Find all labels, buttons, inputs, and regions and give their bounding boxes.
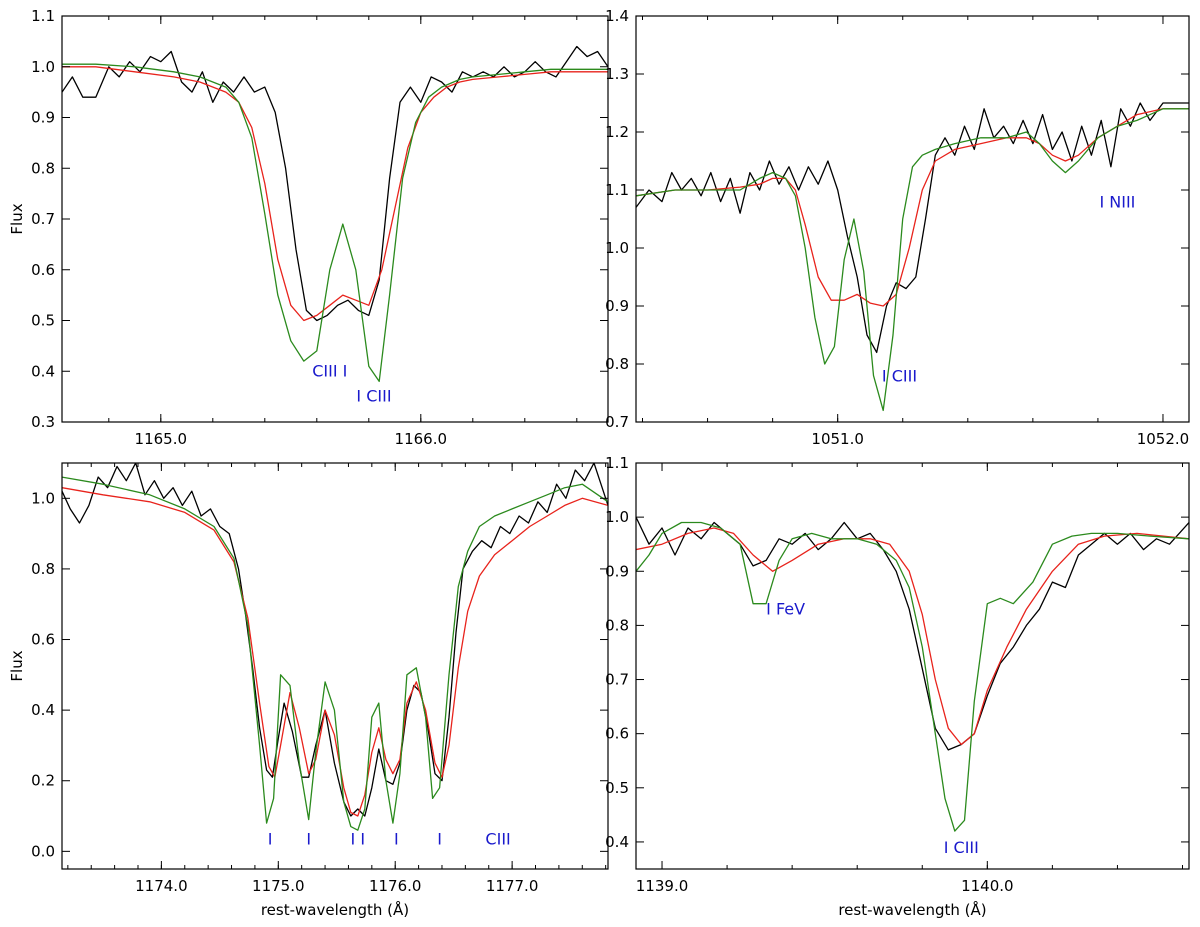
panel-top-left: 1165.0 1166.0 0.3 0.4 0.5 0.6 0.7 0.8 0.9 1.0 1.1 F… — [8, 7, 609, 448]
x-tick-label: 1166.0 — [395, 430, 448, 448]
y-tick-label: 1.1 — [605, 454, 629, 472]
y-tick-label: 0.8 — [31, 560, 55, 578]
y-axis-label: Flux — [8, 203, 26, 234]
series-line-model_red — [636, 527, 1189, 746]
plot-frame — [635, 462, 1190, 870]
x-tick-label: 1176.0 — [369, 877, 422, 895]
y-tick-label: 0.8 — [31, 159, 55, 177]
y-tick-label: 0.8 — [605, 616, 629, 634]
panel-bottom-left: 1174.0 1175.0 1176.0 1177.0 0.0 0.2 0.4 0.6 0.8 1… — [8, 462, 609, 919]
x-tick-label: 1174.0 — [135, 877, 188, 895]
panel-top-right: 1051.0 1052.0 0.7 0.8 0.9 1.0 1.1 1.2 1.3 1.4 I CI… — [605, 7, 1190, 448]
y-tick-label: 0.0 — [31, 842, 55, 860]
y-tick-label: 1.2 — [605, 123, 629, 141]
y-tick-label: 0.4 — [31, 362, 55, 380]
x-axis-label: rest-wavelength (Å) — [838, 900, 986, 919]
panel-bottom-right: 1139.0 1140.0 0.4 0.5 0.6 0.7 0.8 0.9 1.0 1.1 rest… — [605, 454, 1190, 919]
series-group — [62, 45, 608, 383]
x-tick-label: 1052.0 — [1137, 430, 1190, 448]
y-tick-label: 0.6 — [31, 261, 55, 279]
line-annotation: I — [306, 829, 311, 848]
y-tick-label: 0.3 — [31, 413, 55, 431]
y-tick-label: 1.3 — [605, 65, 629, 83]
series-line-model_green — [636, 521, 1189, 832]
y-tick-label: 0.2 — [31, 772, 55, 790]
series-group — [62, 463, 608, 831]
y-tick-label: 1.4 — [605, 7, 629, 25]
y-tick-label: 1.0 — [605, 508, 629, 526]
y-tick-label: 0.9 — [605, 562, 629, 580]
x-tick-label: 1177.0 — [486, 877, 539, 895]
y-tick-label: 0.7 — [31, 210, 55, 228]
line-annotation: CIII — [485, 829, 510, 848]
line-annotation: I FeV — [766, 600, 805, 619]
y-tick-label: 0.5 — [605, 779, 629, 797]
line-annotation: I CIII — [356, 387, 391, 406]
y-tick-label: 0.7 — [605, 671, 629, 689]
x-tick-label: 1051.0 — [811, 430, 864, 448]
y-tick-label: 1.0 — [31, 58, 55, 76]
x-axis-label: rest-wavelength (Å) — [261, 900, 409, 919]
y-tick-label: 1.0 — [605, 239, 629, 257]
line-annotation: I CIII — [944, 838, 979, 857]
line-annotation: I NIII — [1099, 192, 1135, 211]
line-annotation: I I — [351, 829, 366, 848]
y-tick-label: 1.0 — [31, 489, 55, 507]
y-tick-label: 0.9 — [605, 297, 629, 315]
line-annotation: I CIII — [882, 366, 917, 385]
y-tick-label: 0.6 — [605, 725, 629, 743]
plot-frame — [61, 462, 609, 870]
line-annotation: I — [268, 829, 273, 848]
series-line-model_green — [636, 108, 1189, 412]
series-line-observed — [636, 102, 1189, 354]
x-tick-label: 1165.0 — [135, 430, 188, 448]
line-annotation: CIII I — [312, 361, 347, 380]
y-axis-label: Flux — [8, 650, 26, 681]
series-line-model_red — [62, 66, 608, 322]
y-tick-label: 0.9 — [31, 109, 55, 127]
x-tick-label: 1175.0 — [252, 877, 305, 895]
series-line-observed — [62, 463, 608, 817]
series-line-model_green — [62, 476, 608, 831]
y-tick-label: 1.1 — [605, 181, 629, 199]
series-line-model_red — [636, 108, 1189, 307]
series-line-observed — [62, 45, 608, 322]
line-annotation: I — [437, 829, 442, 848]
y-tick-label: 0.6 — [31, 631, 55, 649]
x-tick-label: 1139.0 — [636, 877, 689, 895]
y-tick-label: 1.1 — [31, 7, 55, 25]
series-line-model_red — [62, 487, 608, 817]
series-group — [636, 516, 1189, 832]
y-tick-label: 0.8 — [605, 355, 629, 373]
y-tick-label: 0.5 — [31, 312, 55, 330]
series-line-model_green — [62, 63, 608, 383]
series-line-observed — [636, 516, 1189, 751]
plot-frame — [635, 15, 1190, 423]
y-tick-label: 0.7 — [605, 413, 629, 431]
x-tick-label: 1140.0 — [961, 877, 1014, 895]
line-annotation: I — [394, 829, 399, 848]
y-tick-label: 0.4 — [605, 833, 629, 851]
series-group — [636, 102, 1189, 412]
y-tick-label: 0.4 — [31, 701, 55, 719]
